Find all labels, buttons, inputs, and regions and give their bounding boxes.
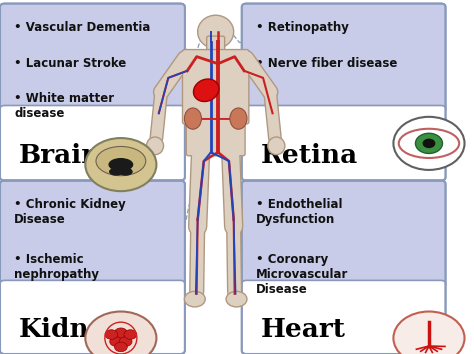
Ellipse shape (423, 139, 436, 148)
FancyBboxPatch shape (242, 280, 446, 354)
Ellipse shape (109, 158, 133, 171)
Text: • White matter
disease: • White matter disease (14, 92, 114, 120)
Text: • Retinopathy: • Retinopathy (256, 21, 349, 34)
FancyBboxPatch shape (242, 105, 446, 181)
Text: • Coronary
Microvascular
Disease: • Coronary Microvascular Disease (256, 253, 348, 296)
Text: Kidney: Kidney (19, 316, 122, 342)
FancyBboxPatch shape (0, 105, 185, 181)
Ellipse shape (109, 337, 122, 346)
Text: • Nerve fiber disease: • Nerve fiber disease (256, 57, 397, 70)
Ellipse shape (226, 291, 247, 307)
Ellipse shape (415, 133, 443, 154)
Text: • Lacunar Stroke: • Lacunar Stroke (14, 57, 127, 70)
Ellipse shape (109, 168, 123, 176)
Ellipse shape (146, 137, 164, 155)
FancyBboxPatch shape (0, 181, 185, 287)
Ellipse shape (118, 168, 133, 176)
Ellipse shape (115, 342, 127, 352)
Text: Retina: Retina (261, 143, 358, 168)
FancyBboxPatch shape (207, 36, 225, 53)
Ellipse shape (105, 330, 118, 339)
FancyBboxPatch shape (0, 4, 185, 113)
Text: Heart: Heart (261, 316, 346, 342)
Text: Brain: Brain (19, 143, 101, 168)
FancyBboxPatch shape (242, 181, 446, 287)
FancyBboxPatch shape (182, 50, 249, 124)
Ellipse shape (268, 137, 285, 155)
FancyBboxPatch shape (186, 119, 245, 156)
Text: • Ischemic
nephropathy: • Ischemic nephropathy (14, 253, 99, 281)
Circle shape (85, 312, 156, 354)
Ellipse shape (119, 337, 132, 346)
Ellipse shape (96, 147, 146, 176)
FancyBboxPatch shape (0, 280, 185, 354)
Ellipse shape (184, 291, 205, 307)
Ellipse shape (193, 79, 219, 102)
Ellipse shape (399, 129, 459, 158)
Ellipse shape (115, 328, 127, 338)
Circle shape (85, 138, 156, 191)
Ellipse shape (198, 15, 234, 48)
Circle shape (393, 312, 465, 354)
Text: • Endothelial
Dysfunction: • Endothelial Dysfunction (256, 198, 342, 226)
Ellipse shape (230, 108, 247, 129)
FancyBboxPatch shape (242, 4, 446, 113)
Text: • Chronic Kidney
Disease: • Chronic Kidney Disease (14, 198, 126, 226)
Text: • Vascular Dementia: • Vascular Dementia (14, 21, 151, 34)
Circle shape (393, 117, 465, 170)
Ellipse shape (184, 108, 201, 129)
Ellipse shape (124, 330, 137, 339)
